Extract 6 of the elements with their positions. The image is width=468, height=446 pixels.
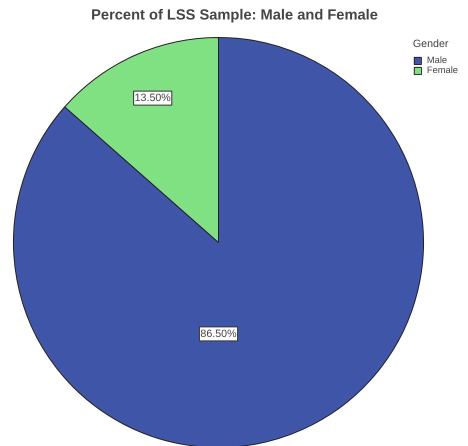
data-label: 13.50% (134, 92, 172, 104)
legend-title: Gender (412, 38, 450, 50)
chart-title: Percent of LSS Sample: Male and Female (91, 8, 378, 24)
legend-label: Male (426, 55, 448, 65)
legend-label: Female (426, 65, 458, 75)
data-label: 86.50% (200, 328, 238, 340)
